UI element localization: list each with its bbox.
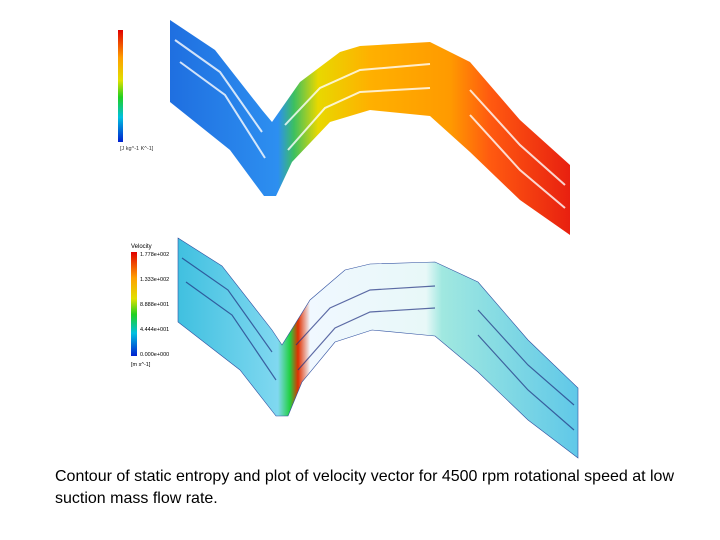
legend-label: 8.888e+001 [140,302,169,308]
legend-label: 7.649e+003 [125,113,154,119]
legend-unit: [J kg^-1 K^-1] [120,146,154,152]
legend-label: 0.000e+000 [140,352,169,358]
legend-label: 7.666e+003 [125,71,154,77]
legend-label: 7.652e+003 [125,106,154,112]
legend-label: 7.663e+003 [125,78,154,84]
caption: Contour of static entropy and plot of ve… [55,468,674,507]
legend-label: 7.658e+003 [125,92,154,98]
figures: Static Entropy 7.680e+0037.677e+0037.674e… [118,20,579,459]
legend-title: Velocity [131,244,152,250]
legend-label: 7.680e+003 [125,36,154,42]
legend-label: 1.778e+002 [140,252,169,258]
legend-label: 4.444e+001 [140,327,169,333]
legend-label: 7.671e+003 [125,57,154,63]
legend-label: 7.641e+003 [125,134,154,140]
blades [174,39,566,209]
entropy-colorbar [118,30,123,142]
velocity-colorbar [131,252,137,356]
legend-label: 7.647e+003 [125,120,154,126]
legend-label: 7.669e+003 [125,64,154,70]
blades [181,257,575,431]
legend-unit: [m s^-1] [131,362,151,368]
legend-label: 7.644e+003 [125,127,154,133]
legend-label: 7.660e+003 [125,85,154,91]
legend-label: 7.674e+003 [125,50,154,56]
legend-label: 7.655e+003 [125,99,154,105]
velocity-vectors [177,237,579,459]
legend-label: 1.333e+002 [140,277,169,283]
legend-label: 7.677e+003 [125,43,154,49]
entropy-contour [170,20,570,235]
legend-title: Static Entropy [121,24,158,30]
